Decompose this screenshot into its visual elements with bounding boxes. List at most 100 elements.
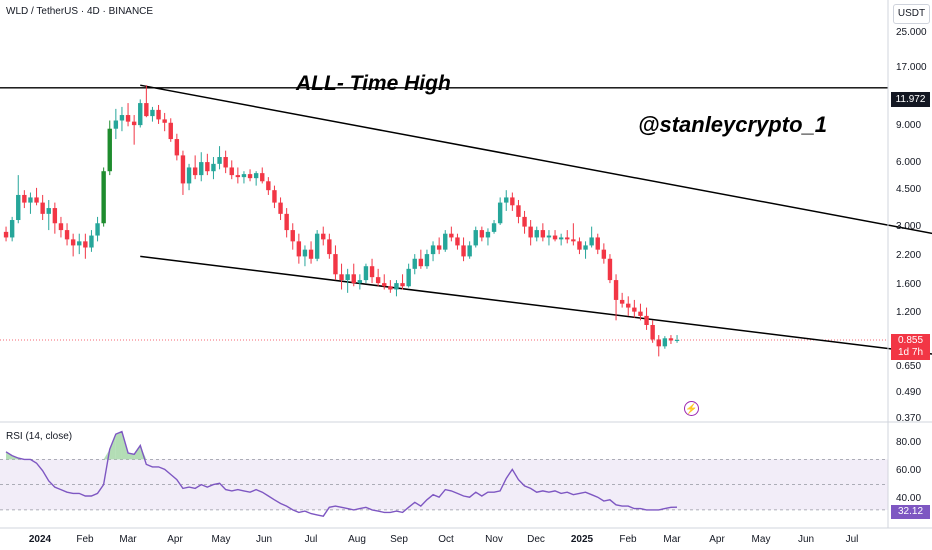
candle-body [192,167,198,176]
rsi-overbought-fill [115,431,122,460]
candle-body [77,241,82,246]
candle-body [363,266,369,281]
candle-body [89,235,94,248]
candle-body [656,339,661,347]
candle-body [95,223,100,236]
candle-body [650,324,655,340]
candle-body [186,167,192,184]
candle-body [333,254,338,275]
candle-body [644,315,649,325]
candle-body [28,197,33,203]
candle-body [205,162,210,172]
candle-body [339,274,344,281]
candle-body [418,258,424,267]
candle-body [382,283,387,287]
candle-body [479,230,485,238]
price-tick: 1.600 [896,279,922,290]
candle-body [46,208,51,214]
candle-body [247,174,253,179]
candle-body [3,231,9,238]
ath-annotation: ALL- Time High [296,72,451,95]
candle-body [64,230,70,240]
candle-body [272,190,277,203]
rsi-value-label: 32.12 [891,505,930,519]
candle-body [528,226,533,238]
candle-body [443,233,448,250]
candle-body [223,157,228,168]
candle-body [473,230,478,246]
candle-body [619,299,625,304]
candle-body [34,197,39,203]
author-handle: @stanleycrypto_1 [638,112,827,137]
candle-body [674,339,680,341]
candle-body [22,194,27,203]
time-label: Jul [304,534,318,545]
candle-body [290,230,295,242]
candle-body [583,245,588,250]
time-label: Jul [845,534,859,545]
price-tick: 1.200 [896,307,922,318]
candle-body [199,162,204,176]
candle-body [589,237,594,246]
channel-lower-line [140,255,932,355]
price-tick: 4.500 [896,184,922,195]
candle-body [168,122,173,140]
price-tick: 3.000 [896,221,922,232]
price-tick: 0.490 [896,387,922,398]
candle-body [321,233,326,240]
candle-body [558,237,564,240]
candle-body [485,231,491,238]
candle-body [455,237,460,246]
time-label: Dec [527,534,545,545]
price-tick: 17.000 [896,62,927,73]
candle-body [394,283,399,290]
candle-body [607,258,613,281]
rsi-tick: 60.00 [896,465,922,476]
time-label: May [751,534,771,545]
candle-body [119,115,125,121]
candle-body [668,338,674,341]
candle-body [278,202,283,214]
time-label: Feb [619,534,637,545]
candle-body [540,230,546,238]
flash-icon[interactable]: ⚡ [684,401,699,416]
candle-body [357,280,363,284]
candle-body [107,128,112,172]
price-tick: 6.000 [896,157,922,168]
candle-body [266,181,271,191]
candle-body [662,338,668,347]
rsi-tick: 40.00 [896,493,922,504]
channel-upper-line [140,84,932,235]
time-label: Apr [167,534,183,545]
currency-button[interactable]: USDT [893,4,930,24]
candle-body [430,245,436,255]
candle-body [461,245,466,257]
candle-body [613,280,619,300]
candle-body [400,283,405,287]
candle-body [516,205,521,217]
candle-body [424,254,430,267]
time-label: Jun [255,534,273,545]
candle-body [58,223,64,231]
candle-body [497,202,503,224]
time-label: 2024 [28,534,52,545]
price-tick: 0.650 [896,361,922,372]
candle-body [491,223,497,232]
candle-body [144,103,149,117]
time-label: May [211,534,231,545]
time-label: Apr [709,534,725,545]
candle-body [595,237,600,250]
candle-body [314,233,320,259]
candle-body [626,303,631,308]
rsi-band [0,458,888,511]
candle-body [327,239,332,255]
candle-body [241,174,247,178]
candle-body [375,277,381,284]
candle-body [162,119,167,123]
bar-countdown: 1d 7h [897,347,924,358]
candle-body [131,121,137,126]
candle-body [449,233,454,238]
time-label: Mar [119,534,137,545]
candle-body [101,171,106,224]
